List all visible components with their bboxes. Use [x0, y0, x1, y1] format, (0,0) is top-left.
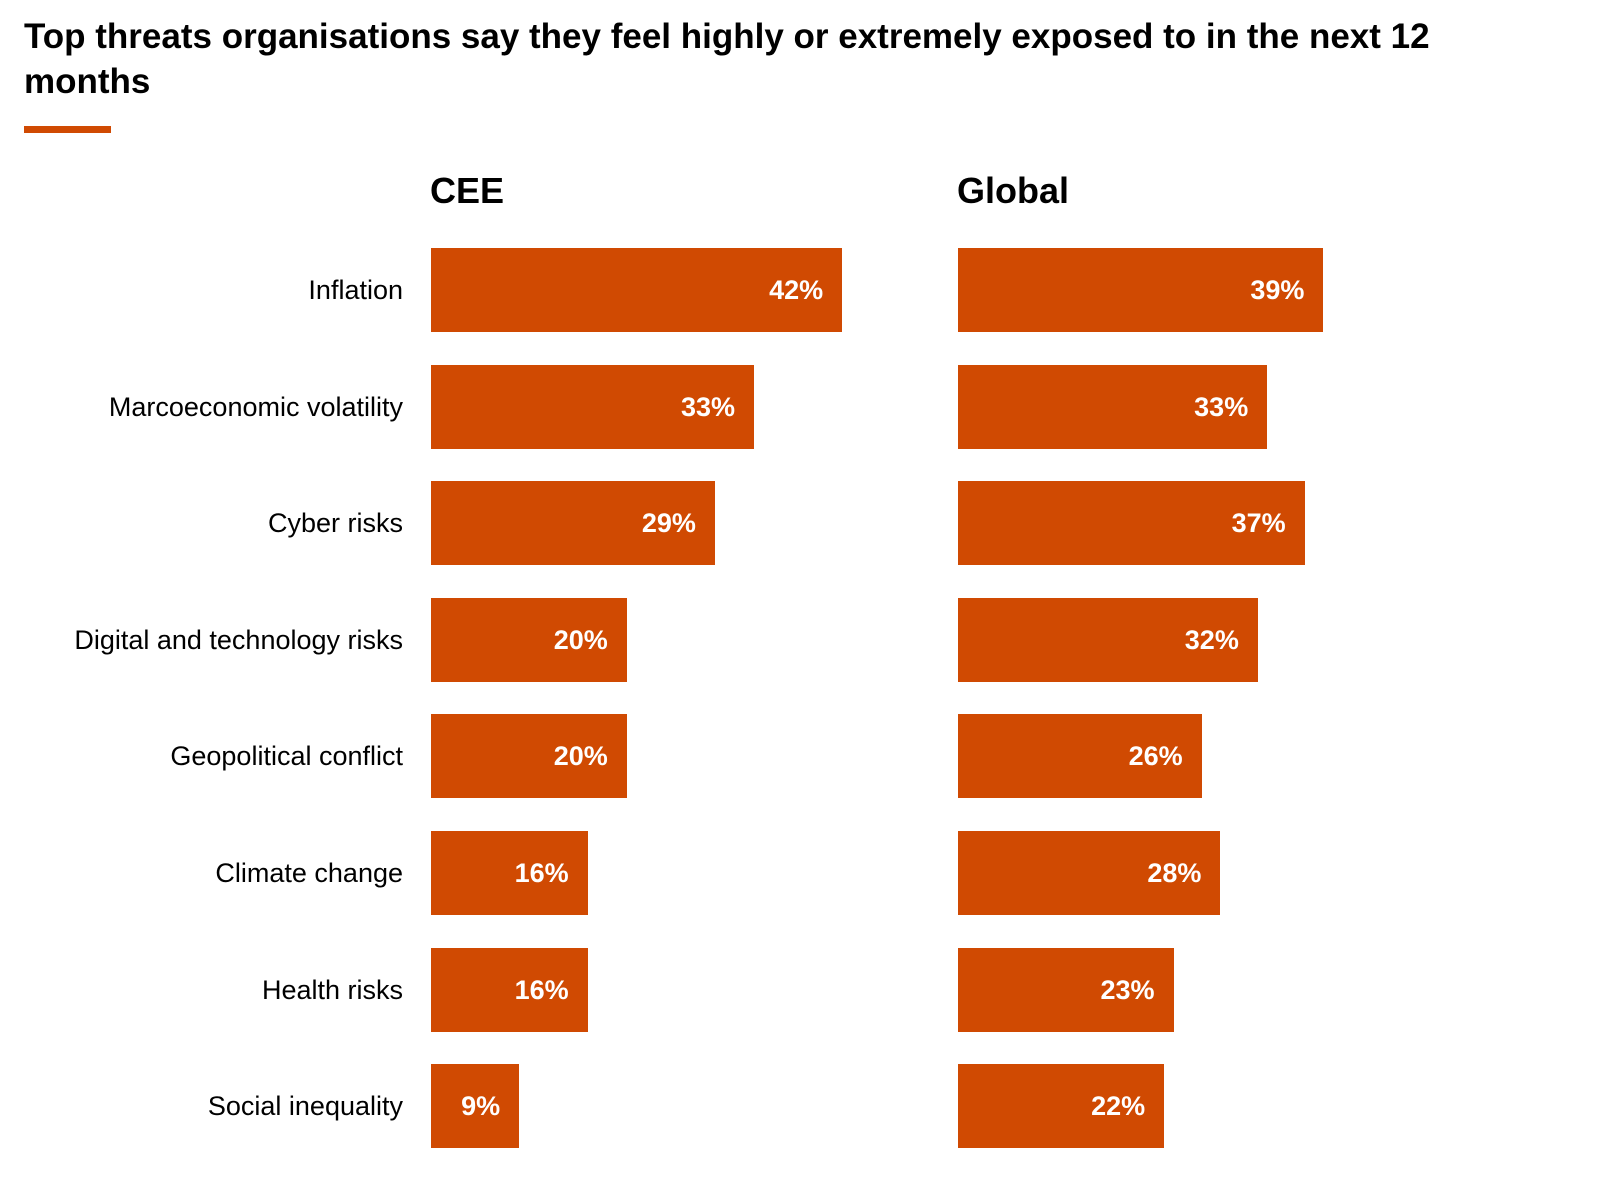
- category-label: Digital and technology risks: [74, 624, 403, 655]
- data-label-cee: 9%: [461, 1091, 501, 1122]
- data-label-global: 22%: [1091, 1091, 1146, 1122]
- bar-global: [958, 947, 1174, 1032]
- data-label-global: 37%: [1231, 508, 1286, 539]
- bar-cee: [431, 597, 627, 682]
- category-label: Social inequality: [207, 1091, 403, 1122]
- bar-cee: [431, 1064, 520, 1149]
- data-label-cee: 33%: [681, 391, 736, 422]
- data-label-global: 26%: [1128, 741, 1183, 772]
- bar-global: [958, 364, 1268, 449]
- data-label-global: 28%: [1147, 858, 1202, 888]
- bar-cee: [431, 364, 755, 449]
- data-label-cee: 20%: [553, 741, 608, 772]
- panel-header-global: Global: [957, 170, 1070, 211]
- category-label: Inflation: [308, 275, 403, 305]
- data-label-global: 23%: [1100, 974, 1155, 1005]
- chart-title: Top threats organisations say they feel …: [24, 17, 1430, 101]
- bar-global: [958, 248, 1324, 332]
- bar-cee: [431, 248, 843, 332]
- data-label-global: 39%: [1250, 275, 1305, 305]
- title-accent-rule: [24, 126, 111, 133]
- category-label: Health risks: [261, 974, 403, 1005]
- data-label-cee: 16%: [514, 858, 569, 888]
- bar-global: [958, 597, 1258, 682]
- data-label-cee: 20%: [553, 624, 608, 655]
- bar-cee: [431, 714, 627, 799]
- bar-global: [958, 714, 1202, 799]
- category-label: Marcoeconomic volatility: [108, 391, 403, 422]
- bar-global: [958, 481, 1305, 566]
- bar-cee: [431, 947, 588, 1032]
- data-label-global: 33%: [1194, 391, 1249, 422]
- bar-global: [958, 831, 1221, 915]
- category-label: Cyber risks: [267, 508, 403, 539]
- data-label-global: 32%: [1184, 624, 1239, 655]
- data-label-cee: 42%: [769, 275, 824, 305]
- data-label-cee: 29%: [641, 508, 696, 539]
- category-label: Climate change: [215, 858, 403, 888]
- category-label: Geopolitical conflict: [170, 741, 403, 772]
- bar-global: [958, 1064, 1165, 1149]
- bar-cee: [431, 831, 588, 915]
- data-label-cee: 16%: [514, 974, 569, 1005]
- panel-header-cee: CEE: [430, 170, 505, 211]
- bar-cee: [431, 481, 715, 566]
